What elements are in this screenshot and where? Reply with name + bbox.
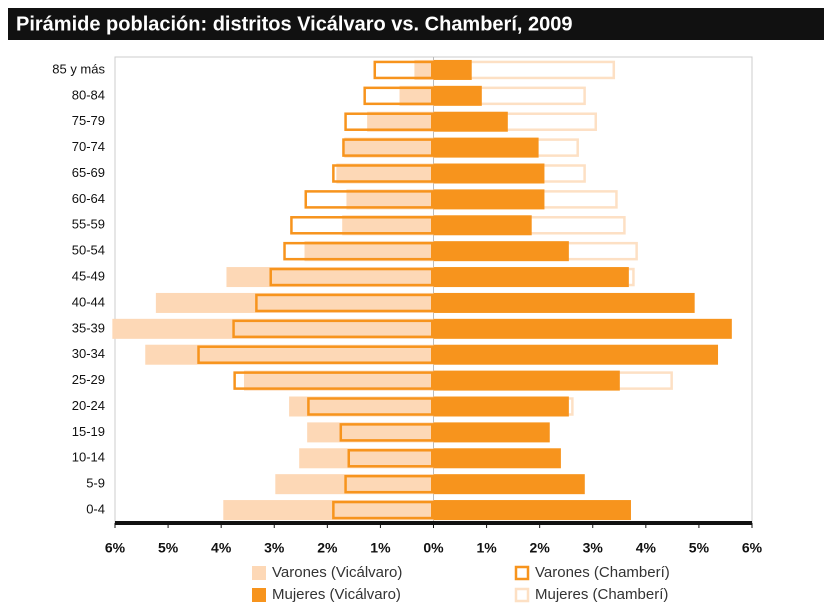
y-tick-label: 15-19 xyxy=(72,424,105,439)
legend-swatch xyxy=(252,588,266,602)
x-tick-label: 3% xyxy=(264,540,285,556)
bar xyxy=(155,292,434,313)
bar xyxy=(339,423,434,442)
bar xyxy=(197,345,434,364)
bar xyxy=(332,500,434,520)
x-tick-label: 3% xyxy=(583,540,604,556)
bar xyxy=(233,371,434,390)
y-tick-label: 40-44 xyxy=(72,294,105,309)
y-tick-label: 80-84 xyxy=(72,87,105,102)
chart-title: Pirámide población: distritos Vicálvaro … xyxy=(16,13,573,35)
bar xyxy=(226,267,434,288)
bar xyxy=(433,292,695,313)
x-tick-label: 2% xyxy=(530,540,551,556)
x-tick-label: 6% xyxy=(742,540,763,556)
legend-label: Varones (Chamberí) xyxy=(535,564,670,581)
bar xyxy=(336,163,434,184)
legend-swatch xyxy=(514,587,530,603)
bar xyxy=(346,189,434,210)
x-tick-label: 5% xyxy=(689,540,710,556)
x-tick-label: 6% xyxy=(105,540,126,556)
bar xyxy=(304,190,434,209)
bar xyxy=(399,85,434,106)
x-tick-label: 0% xyxy=(423,540,444,556)
bar xyxy=(433,500,631,521)
y-tick-label: 35-39 xyxy=(72,320,105,335)
bar xyxy=(255,293,434,313)
bar xyxy=(433,189,545,210)
y-tick-label: 75-79 xyxy=(72,113,105,128)
bar xyxy=(433,448,561,469)
x-tick-label: 1% xyxy=(370,540,391,556)
bar xyxy=(290,216,434,235)
x-tick-label: 1% xyxy=(476,540,497,556)
bar xyxy=(433,344,719,365)
bar xyxy=(289,396,434,417)
title-bar xyxy=(8,8,824,40)
bar xyxy=(307,397,434,416)
bar xyxy=(433,422,550,443)
y-tick-label: 85 y más xyxy=(52,61,105,76)
bar xyxy=(433,163,545,184)
bar xyxy=(307,422,434,443)
y-tick-label: 10-14 xyxy=(72,450,105,465)
x-tick-label: 4% xyxy=(211,540,232,556)
y-tick-label: 50-54 xyxy=(72,243,105,258)
bar xyxy=(275,474,434,495)
bar xyxy=(414,59,434,80)
x-tick-label: 5% xyxy=(158,540,179,556)
y-tick-label: 55-59 xyxy=(72,217,105,232)
y-tick-label: 30-34 xyxy=(72,346,105,361)
bar xyxy=(373,60,434,80)
bar xyxy=(112,318,434,339)
bar xyxy=(433,85,482,106)
bar xyxy=(243,370,434,391)
bar xyxy=(332,164,434,183)
bar xyxy=(433,267,629,288)
bar xyxy=(367,111,434,132)
bar xyxy=(342,138,434,157)
bar xyxy=(347,449,434,468)
legend-label: Mujeres (Vicálvaro) xyxy=(272,586,401,603)
bar xyxy=(232,319,434,339)
bar xyxy=(269,267,434,287)
bar xyxy=(299,448,434,469)
legend-label: Varones (Vicálvaro) xyxy=(272,564,402,581)
bar xyxy=(283,241,434,261)
y-tick-label: 0-4 xyxy=(86,501,105,516)
bar xyxy=(433,474,585,495)
bar xyxy=(433,59,472,80)
legend-label: Mujeres (Chamberí) xyxy=(535,586,668,603)
y-tick-label: 60-64 xyxy=(72,191,105,206)
y-tick-label: 5-9 xyxy=(86,476,105,491)
x-tick-label: 4% xyxy=(636,540,657,556)
y-tick-label: 45-49 xyxy=(72,268,105,283)
bar xyxy=(433,318,732,339)
bar xyxy=(344,474,434,494)
y-tick-label: 70-74 xyxy=(72,139,105,154)
bar xyxy=(433,215,532,236)
bar xyxy=(433,241,569,262)
bar xyxy=(342,215,434,236)
bar xyxy=(344,137,434,158)
bar xyxy=(433,370,620,391)
x-tick-label: 2% xyxy=(317,540,338,556)
y-tick-label: 20-24 xyxy=(72,398,105,413)
bar xyxy=(433,396,569,417)
bar xyxy=(344,112,434,131)
y-tick-label: 25-29 xyxy=(72,372,105,387)
bar xyxy=(223,500,434,521)
bar xyxy=(145,344,434,365)
y-tick-label: 65-69 xyxy=(72,165,105,180)
legend-swatch xyxy=(514,565,530,581)
bar xyxy=(433,137,539,158)
legend-swatch xyxy=(252,566,266,580)
bar xyxy=(304,241,434,262)
bar xyxy=(363,86,434,106)
bar xyxy=(433,111,508,132)
